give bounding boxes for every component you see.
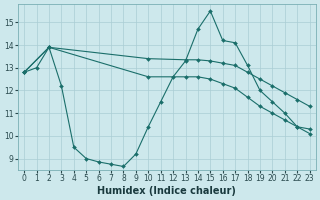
X-axis label: Humidex (Indice chaleur): Humidex (Indice chaleur)	[98, 186, 236, 196]
